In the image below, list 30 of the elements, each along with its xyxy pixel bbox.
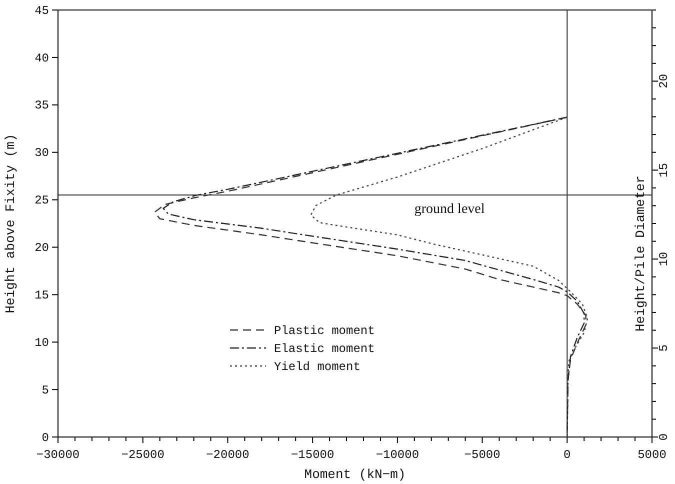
y2-tick-label: 0 (657, 433, 672, 441)
y2-tick-label: 15 (657, 162, 672, 178)
ref-line-label: ground level (414, 202, 485, 218)
y-tick-label: 15 (34, 288, 49, 303)
y-tick-label: 30 (34, 146, 49, 160)
x-tick-label: −30000 (36, 448, 80, 462)
y2-tick-label: 10 (657, 252, 672, 266)
y-tick-label: 10 (34, 336, 49, 350)
y-tick-label: 35 (34, 98, 49, 113)
x-tick-label: 0 (564, 448, 571, 462)
x-tick-label: −15000 (290, 448, 334, 462)
legend-label: Yield moment (274, 360, 360, 374)
x-tick-label: −25000 (121, 448, 164, 462)
x-axis-title: Moment (kN−m) (304, 467, 406, 482)
legend-label: Elastic moment (274, 342, 375, 356)
x-tick-label: 5000 (638, 448, 666, 462)
x-tick-label: −20000 (206, 448, 250, 462)
y2-tick-label: 20 (657, 74, 672, 88)
x-tick-label: −10000 (376, 448, 420, 462)
y-tick-label: 25 (34, 194, 49, 208)
y2-axis-title: Height/Pile Diameter (633, 175, 648, 332)
y-tick-label: 40 (34, 51, 49, 66)
y-tick-label: 5 (42, 383, 49, 398)
legend-label: Plastic moment (274, 324, 375, 338)
y-tick-label: 45 (34, 4, 49, 18)
y-tick-label: 0 (42, 430, 49, 445)
y-tick-label: 20 (34, 241, 49, 256)
y-axis-title: Height above Fixity (m) (3, 134, 18, 314)
y2-tick-label: 5 (657, 344, 672, 352)
x-tick-label: −5000 (464, 448, 500, 462)
